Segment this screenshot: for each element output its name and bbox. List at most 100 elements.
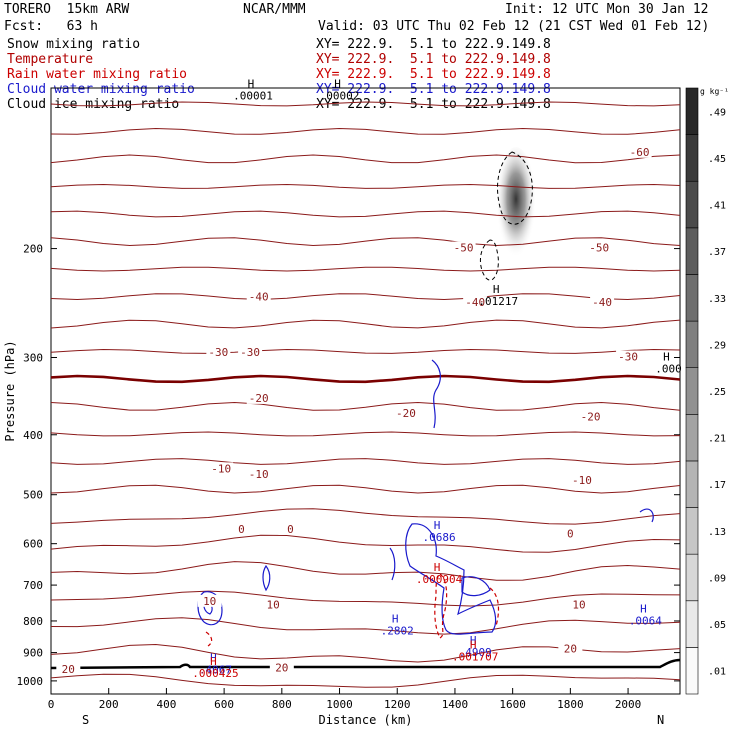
maximum-marker-value: .000904 [416,573,463,586]
x-tick-label: 200 [99,698,119,711]
isotherm-line [51,237,680,247]
temperature-contour-label: 10 [572,598,585,611]
rain-contour [205,631,213,647]
cloud-water-contour [431,359,441,429]
cloud-ice-contour [480,239,499,281]
maximum-marker-value: .2802 [381,624,414,637]
temperature-contour-label: -40 [592,296,612,309]
colorbar-tick-label: .09 [708,573,726,584]
x-tick-label: 1400 [442,698,469,711]
maximum-marker-symbol: H [210,651,217,664]
temperature-contour-label: -20 [249,392,269,405]
legend-temperature-label: Temperature [7,52,94,67]
temperature-contour-label: -40 [249,291,269,304]
colorbar-unit: g kg⁻¹ [700,87,729,96]
contour-label-backing [616,350,641,363]
contour-label-backing [587,241,612,254]
maximum-marker-value: .000 [655,363,682,376]
legend-cloud-ice-xy: XY= 222.9. 5.1 to 222.9.149.8 [316,97,551,112]
isotherm-line [51,374,680,384]
colorbar-swatch [685,414,699,462]
maximum-marker-symbol: H [210,655,217,668]
cloud-water-contour [389,547,396,581]
colorbar-swatch [685,227,699,275]
isotherm-line [51,401,680,411]
colorbar-tick-label: .25 [708,387,726,398]
temperature-contour-label: -30 [618,350,638,363]
legend-cloud-water-label: Cloud water mixing ratio [7,82,195,97]
x-tick-label: 1000 [326,698,353,711]
maximum-marker-value: .4909 [459,646,492,659]
legend-rain-label: Rain water mixing ratio [7,67,188,82]
rain-contour [489,587,500,627]
colorbar-tick-label: .21 [708,434,726,445]
temperature-contour-label: 10 [267,598,280,611]
temperature-contour-label: 20 [275,662,288,675]
isotherm-line [51,561,680,581]
temperature-contour-label: -20 [396,407,416,420]
maximum-marker-symbol: H [470,638,477,651]
maximum-marker-symbol: H [392,612,399,625]
isotherm-line [51,127,680,135]
isotherm-line [51,643,680,663]
contour-label-backing [238,345,263,358]
isotherm-line [51,673,680,688]
y-tick-label: 600 [23,538,43,551]
y-axis-title: Pressure (hPa) [3,340,17,441]
contour-label-backing [463,296,488,309]
colorbar-tick-label: .01 [708,667,726,678]
maximum-marker-value: .0686 [423,531,456,544]
temperature-contour-label: -30 [208,346,228,359]
legend-cloud-ice-label: Cloud ice mixing ratio [7,97,180,112]
x-tick-label: 800 [272,698,292,711]
contour-label-backing [246,290,271,303]
temperature-contour-label: -30 [240,346,260,359]
isotherm-line [51,458,680,465]
y-tick-label: 700 [23,579,43,592]
temperature-contour-label: 0 [287,523,294,536]
snow-core-shading [496,147,536,263]
contour-label-backing [56,662,81,675]
contour-label-backing [246,468,271,481]
maximum-marker-symbol: H [248,78,255,91]
contour-label-backing [590,296,615,309]
legend-cloud-water-xy: XY= 222.9. 5.1 to 222.9.149.8 [316,82,551,97]
temperature-contour-label: 10 [203,595,216,608]
colorbar-tick-label: .45 [708,154,726,165]
isotherm-line [51,590,680,607]
temperature-contour-label: -10 [211,462,231,475]
legend-snow-label: Snow mixing ratio [7,37,141,52]
hydrometeor-contours [51,151,680,670]
isotherm-line [51,101,680,107]
y-tick-label: 500 [23,489,43,502]
colorbar-tick-label: .49 [708,107,726,118]
isotherm-line [51,348,680,354]
x-axis-title: Distance (km) [319,713,413,727]
colorbar-swatch [685,367,699,415]
cloud-water-contour [461,576,491,597]
temperature-contour-label: -40 [465,296,485,309]
contour-label-backing [451,241,476,254]
snow-shading [496,147,536,263]
header-valid: Valid: 03 UTC Thu 02 Feb 12 (21 CST Wed … [318,19,710,34]
colorbar-tick-label: .29 [708,340,726,351]
maximum-marker-symbol: H [640,603,647,616]
y-tick-label: 400 [23,429,43,442]
contour-label-backing [229,522,254,535]
maximum-marker-symbol: H [470,634,477,647]
isotherm-line [51,484,680,494]
contour-label-backing [569,473,594,486]
colorbar-tick-label: .05 [708,620,726,631]
x-tick-label: 400 [156,698,176,711]
header-model: TORERO 15km ARW [4,2,130,17]
temperature-contour-label: 20 [564,643,577,656]
maximum-marker-value: .0064 [629,615,662,628]
colorbar: .01 .05 .09 .13 .17 .21 .25 .29 .33 .37 .41 .45 .49 g… [685,87,729,695]
maximum-marker-symbol: H [434,519,441,532]
colorbar-swatch [685,180,699,229]
contour-label-backing [278,522,303,535]
x-tick-label: 1600 [499,698,526,711]
south-end-label: S [82,713,89,727]
